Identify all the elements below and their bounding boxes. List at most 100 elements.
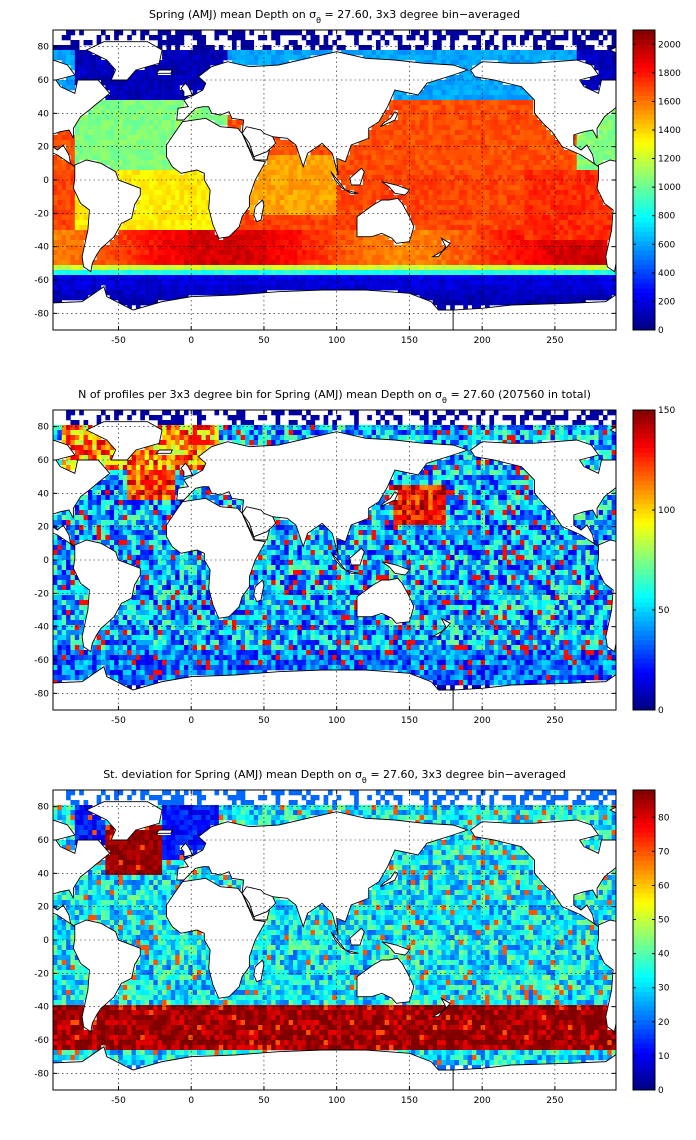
data-cell (183, 285, 189, 291)
data-cell (445, 280, 451, 286)
data-cell (162, 185, 167, 191)
data-cell (279, 150, 285, 156)
data-cell (423, 210, 429, 216)
data-cell (327, 215, 333, 221)
data-cell (550, 145, 556, 151)
data-cell (563, 295, 569, 301)
data-cell (87, 150, 93, 156)
data-cell (607, 50, 612, 56)
data-cell (127, 165, 132, 171)
colorbar-segment (633, 283, 655, 289)
data-cell (498, 155, 503, 161)
data-cell (585, 170, 591, 176)
data-cell (70, 65, 76, 71)
data-cell (437, 275, 442, 281)
data-cell (306, 160, 311, 166)
data-cell (581, 260, 586, 266)
data-cell (445, 235, 451, 241)
data-cell (375, 55, 381, 61)
data-cell (410, 145, 416, 151)
data-cell (471, 150, 477, 156)
data-cell (118, 90, 124, 96)
data-cell (336, 215, 342, 221)
data-cell (498, 225, 503, 231)
data-cell (105, 120, 111, 126)
data-cell (437, 235, 442, 241)
data-cell (502, 140, 508, 146)
data-cell (118, 175, 124, 181)
data-cell (114, 115, 119, 121)
data-cell (485, 125, 490, 131)
data-cell (153, 250, 159, 256)
data-cell (144, 155, 150, 161)
data-cell (476, 100, 481, 106)
data-cell (332, 240, 337, 246)
data-cell (279, 175, 285, 181)
data-cell (480, 50, 486, 56)
data-cell (384, 190, 390, 196)
data-cell (415, 50, 420, 56)
data-cell (96, 115, 102, 121)
data-cell (559, 185, 564, 191)
data-cell (74, 60, 80, 66)
data-cell (437, 195, 442, 201)
data-cell (131, 225, 137, 231)
data-cell (349, 250, 355, 256)
data-cell (92, 280, 97, 286)
data-cell (389, 110, 394, 116)
data-cell (258, 255, 263, 261)
data-cell (362, 255, 368, 261)
data-cell (572, 245, 578, 251)
data-cell (476, 290, 481, 296)
data-cell (367, 195, 372, 201)
data-cell (463, 305, 468, 311)
data-cell (314, 235, 320, 241)
data-cell (301, 270, 307, 276)
data-cell (306, 215, 311, 221)
data-cell (74, 130, 80, 136)
data-cell (537, 295, 543, 301)
data-cell (249, 195, 255, 201)
data-cell (458, 205, 464, 211)
data-cell (157, 150, 163, 156)
data-cell (589, 280, 595, 286)
data-cell (262, 205, 268, 211)
data-cell (419, 115, 425, 121)
data-cell (306, 155, 311, 161)
data-cell (546, 235, 551, 241)
data-cell (389, 280, 394, 286)
data-cell (511, 95, 516, 101)
data-cell (205, 245, 211, 251)
data-cell (567, 180, 573, 186)
data-cell (297, 210, 303, 216)
data-cell (454, 175, 460, 181)
data-cell (157, 270, 163, 276)
data-cell (498, 190, 503, 196)
data-cell (406, 250, 412, 256)
data-cell (149, 110, 154, 116)
data-cell (471, 280, 477, 286)
data-cell (437, 210, 442, 216)
data-cell (423, 270, 429, 276)
data-cell (389, 190, 394, 196)
data-cell (70, 150, 76, 156)
data-cell (441, 165, 447, 171)
data-cell (533, 160, 538, 166)
data-cell (162, 85, 167, 91)
data-cell (489, 300, 495, 306)
data-cell (467, 260, 473, 266)
data-cell (450, 35, 455, 41)
data-cell (393, 245, 399, 251)
data-cell (423, 200, 429, 206)
data-cell (406, 45, 412, 51)
data-cell (524, 295, 530, 301)
data-cell (188, 210, 193, 216)
data-cell (554, 255, 560, 261)
y-tick-label: -80 (34, 309, 49, 319)
data-cell (397, 275, 403, 281)
data-cell (66, 180, 71, 186)
data-cell (53, 220, 58, 226)
data-cell (519, 220, 525, 226)
data-cell (175, 55, 180, 61)
data-cell (236, 410, 241, 416)
